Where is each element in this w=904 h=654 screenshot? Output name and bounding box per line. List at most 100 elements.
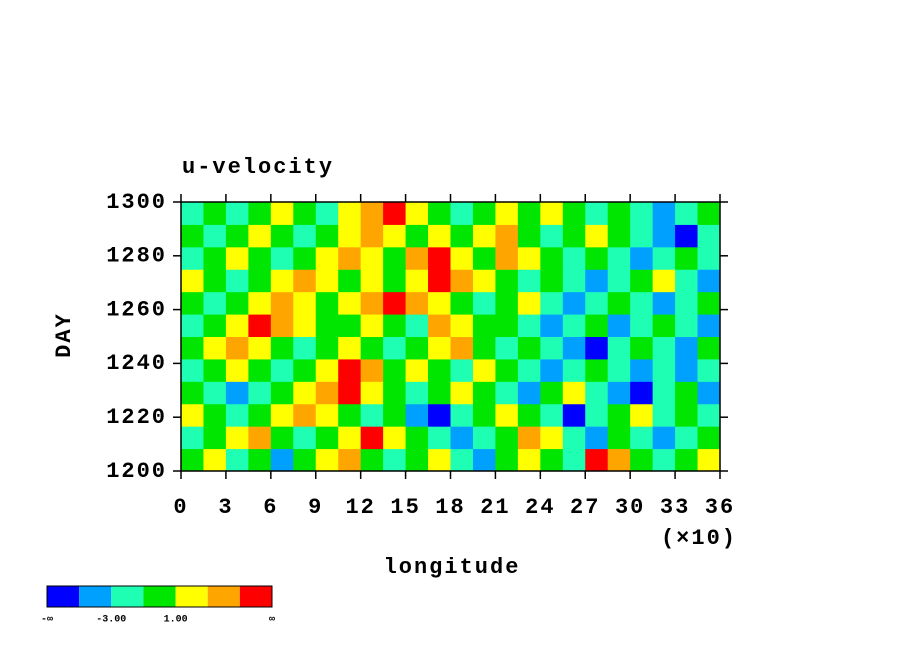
heat-cell: [652, 291, 676, 315]
heat-cell: [360, 291, 384, 315]
heat-cell: [517, 381, 541, 405]
heat-cell: [405, 336, 429, 360]
heat-cell: [652, 426, 676, 450]
heat-cell: [585, 269, 609, 293]
heat-cell: [405, 246, 429, 270]
heat-cell: [248, 246, 272, 270]
heat-cell: [675, 358, 699, 382]
heat-cell: [383, 358, 407, 382]
heat-cell: [495, 403, 519, 427]
colorbar-swatch: [239, 586, 272, 607]
heat-cell: [293, 202, 317, 225]
heat-cell: [203, 269, 227, 293]
heat-cell: [495, 202, 519, 225]
heat-cell: [225, 291, 249, 315]
heat-cell: [225, 224, 249, 248]
heat-cell: [697, 224, 721, 248]
heat-cell: [383, 224, 407, 248]
heat-cell: [472, 269, 496, 293]
heat-cell: [360, 269, 384, 293]
heat-cell: [405, 202, 429, 225]
heat-cell: [383, 426, 407, 450]
heat-cell: [270, 314, 294, 337]
heat-cell: [248, 448, 272, 472]
heat-cell: [652, 381, 676, 405]
heat-cell: [450, 448, 474, 472]
heat-cell: [675, 403, 699, 427]
heat-cell: [450, 403, 474, 427]
heat-cell: [383, 246, 407, 270]
heat-cell: [630, 381, 654, 405]
heat-cell: [270, 358, 294, 382]
heat-cell: [428, 403, 451, 427]
heat-cell: [540, 224, 564, 248]
x-tick-label: 15: [390, 495, 420, 520]
heat-cell: [203, 224, 227, 248]
heat-cell: [338, 314, 362, 337]
heat-cell: [225, 426, 249, 450]
heat-cell: [540, 269, 564, 293]
y-tick-label: 1240: [106, 351, 167, 376]
heat-cell: [607, 381, 631, 405]
heat-cell: [495, 224, 519, 248]
heat-cell: [450, 426, 474, 450]
heat-cell: [495, 314, 519, 337]
heat-cell: [562, 202, 586, 225]
heat-cell: [383, 314, 407, 337]
colorbar-swatch: [207, 586, 240, 607]
heat-cell: [293, 426, 317, 450]
heat-cell: [315, 202, 339, 225]
heat-cell: [405, 269, 429, 293]
heat-cell: [540, 314, 564, 337]
heat-cell: [450, 291, 474, 315]
heat-cell: [450, 336, 474, 360]
colorbar-label: -∞: [41, 615, 53, 626]
heat-cell: [428, 426, 451, 450]
heat-cell: [270, 291, 294, 315]
heat-cell: [472, 291, 496, 315]
heat-cell: [428, 291, 451, 315]
heat-cell: [360, 336, 384, 360]
heat-cell: [450, 358, 474, 382]
heat-cell: [181, 403, 204, 427]
heat-cell: [562, 269, 586, 293]
heat-cell: [315, 426, 339, 450]
heat-cell: [697, 202, 721, 225]
heat-cell: [181, 314, 204, 337]
heat-cell: [270, 246, 294, 270]
heat-cell: [360, 381, 384, 405]
heat-cell: [472, 358, 496, 382]
heat-cell: [675, 426, 699, 450]
heat-cell: [428, 202, 451, 225]
heat-cell: [203, 381, 227, 405]
heat-cell: [697, 448, 721, 472]
x-tick-label: 30: [615, 495, 645, 520]
heat-cell: [495, 269, 519, 293]
heat-cell: [203, 291, 227, 315]
heat-cell: [540, 403, 564, 427]
x-tick-label: 24: [525, 495, 555, 520]
heat-cell: [585, 314, 609, 337]
heat-cell: [472, 314, 496, 337]
heat-cell: [203, 246, 227, 270]
heat-cell: [248, 269, 272, 293]
colorbar-label: -3.00: [96, 615, 126, 626]
heat-cell: [517, 291, 541, 315]
heat-cell: [225, 448, 249, 472]
heat-cell: [495, 336, 519, 360]
heat-cell: [293, 246, 317, 270]
heat-cell: [585, 448, 609, 472]
heat-cell: [270, 448, 294, 472]
heat-cell: [517, 448, 541, 472]
heat-cell: [630, 246, 654, 270]
heat-cell: [383, 448, 407, 472]
heat-cell: [181, 336, 204, 360]
heat-cell: [450, 269, 474, 293]
heat-cell: [405, 314, 429, 337]
heat-cell: [450, 202, 474, 225]
heat-cell: [472, 381, 496, 405]
heat-cell: [540, 246, 564, 270]
heat-cell: [203, 448, 227, 472]
x-tick-label: 12: [345, 495, 375, 520]
heat-cell: [181, 269, 204, 293]
